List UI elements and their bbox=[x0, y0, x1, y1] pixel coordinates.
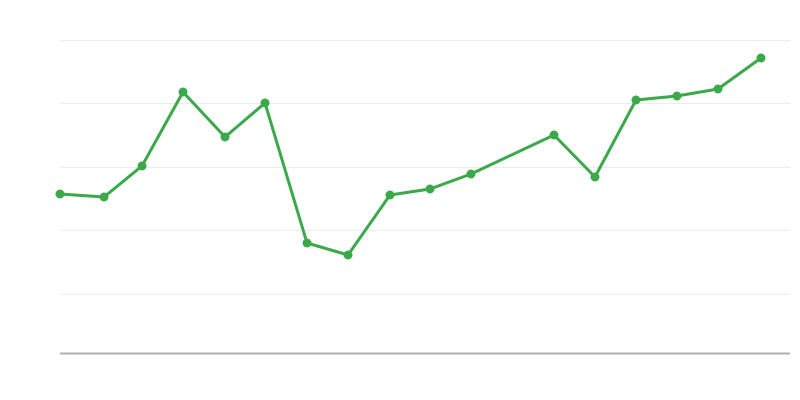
gridlines-group bbox=[60, 40, 790, 295]
data-point-marker-7[interactable] bbox=[302, 238, 312, 248]
data-series-group bbox=[58, 56, 763, 257]
data-point-marker-1[interactable] bbox=[55, 189, 65, 199]
data-point-marker-11[interactable] bbox=[466, 169, 476, 179]
data-point-marker-16[interactable] bbox=[713, 84, 723, 94]
data-point-marker-2[interactable] bbox=[99, 192, 109, 202]
data-point-marker-8[interactable] bbox=[343, 250, 353, 260]
series-line-series-1 bbox=[58, 56, 763, 257]
data-point-marker-3[interactable] bbox=[137, 161, 147, 171]
data-point-marker-14[interactable] bbox=[631, 95, 641, 105]
data-point-marker-13[interactable] bbox=[590, 172, 600, 182]
data-point-marker-9[interactable] bbox=[385, 190, 395, 200]
data-point-marker-12[interactable] bbox=[549, 130, 559, 140]
data-point-marker-15[interactable] bbox=[672, 91, 682, 101]
data-point-marker-10[interactable] bbox=[425, 184, 435, 194]
data-markers-group bbox=[55, 53, 766, 260]
data-point-marker-5[interactable] bbox=[220, 132, 230, 142]
data-point-marker-17[interactable] bbox=[756, 53, 766, 63]
data-point-marker-6[interactable] bbox=[260, 98, 270, 108]
data-point-marker-4[interactable] bbox=[178, 87, 188, 97]
